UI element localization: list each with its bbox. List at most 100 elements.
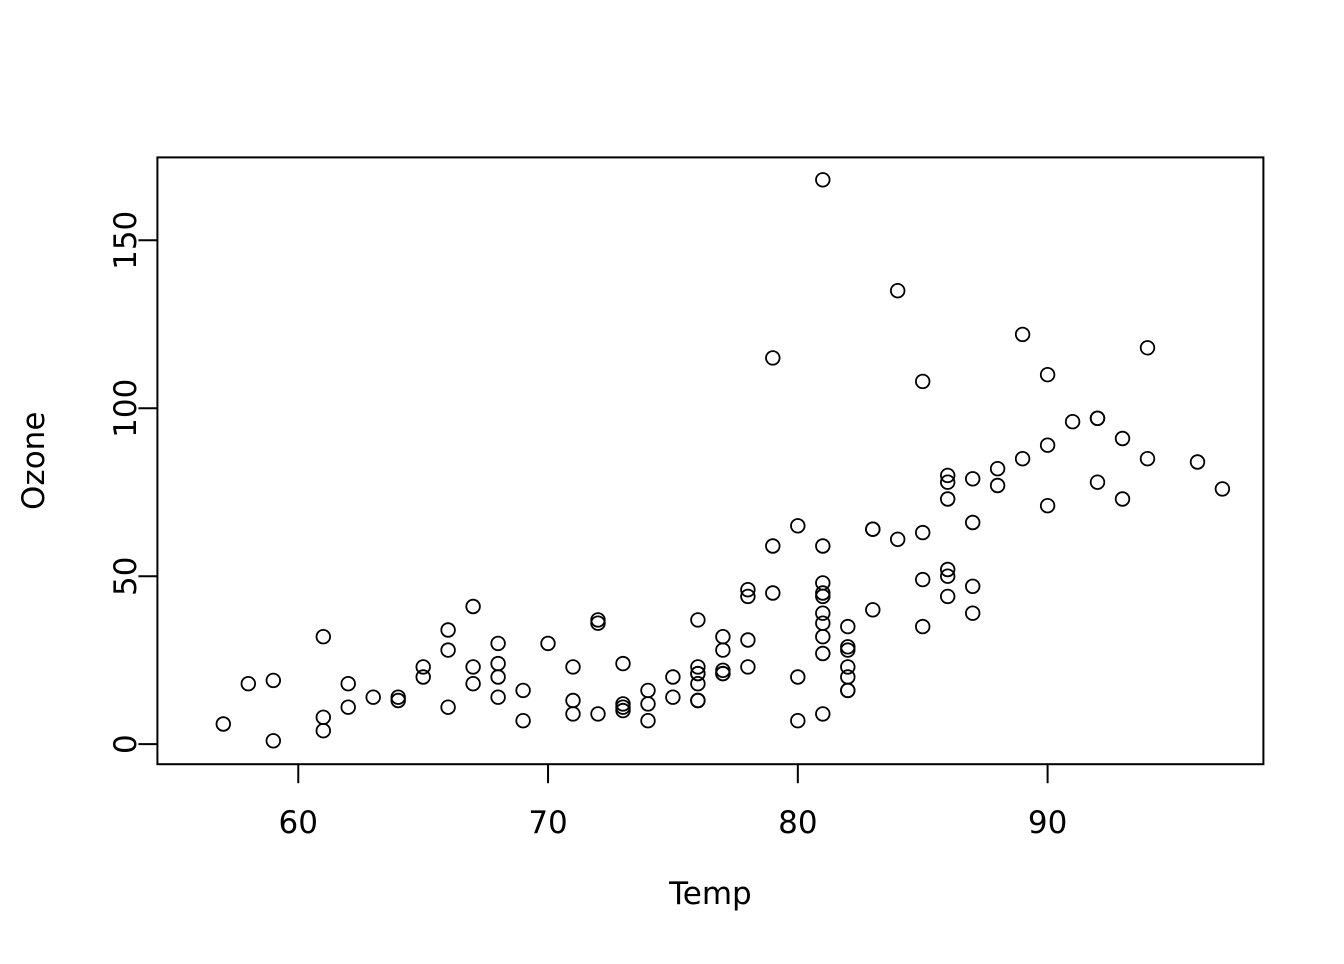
data-point	[615, 699, 631, 715]
data-point	[440, 642, 456, 658]
data-point	[1089, 474, 1106, 490]
data-point	[840, 618, 856, 635]
data-point	[615, 696, 631, 712]
data-point	[740, 582, 756, 598]
data-point	[565, 706, 581, 722]
data-point	[815, 706, 831, 722]
data-point	[565, 659, 581, 675]
data-point	[540, 635, 556, 652]
plot-region-border	[156, 156, 1265, 766]
data-point	[765, 538, 781, 554]
data-point	[315, 629, 332, 645]
data-point	[265, 672, 282, 689]
data-point	[240, 676, 257, 692]
data-point	[989, 477, 1006, 494]
data-point	[1189, 454, 1206, 470]
data-point	[390, 692, 406, 709]
data-point	[815, 605, 831, 621]
data-point	[940, 561, 956, 578]
data-point	[465, 676, 481, 692]
data-point	[965, 605, 981, 621]
data-point	[890, 531, 906, 548]
x-tick-label: 90	[1028, 805, 1067, 841]
data-point	[1114, 430, 1131, 447]
data-point	[590, 612, 606, 628]
data-point	[865, 521, 881, 537]
data-point	[640, 713, 656, 729]
data-point	[715, 629, 731, 645]
data-point	[740, 659, 756, 675]
data-point	[665, 689, 681, 705]
data-point	[815, 172, 831, 188]
data-point	[1139, 340, 1156, 356]
data-point	[790, 669, 806, 685]
data-point	[940, 467, 956, 484]
data-point	[515, 682, 531, 699]
data-point	[790, 518, 806, 534]
data-point	[1014, 326, 1031, 343]
data-point	[865, 602, 881, 618]
data-point	[1039, 437, 1056, 453]
data-point	[465, 598, 481, 615]
data-point	[565, 692, 581, 709]
data-point	[315, 709, 332, 726]
data-point	[815, 629, 831, 645]
data-point	[965, 578, 981, 595]
data-point	[915, 373, 931, 390]
data-point	[890, 283, 906, 299]
data-point	[465, 659, 481, 675]
data-point	[740, 632, 756, 648]
y-tick-label: 0	[108, 734, 144, 754]
data-point	[915, 571, 931, 588]
data-point	[690, 659, 706, 675]
data-point	[315, 723, 332, 739]
data-point	[1214, 481, 1231, 497]
data-point	[840, 639, 856, 655]
data-point	[715, 665, 731, 682]
data-point	[415, 659, 431, 675]
data-point	[215, 716, 232, 732]
x-tick-label: 60	[279, 805, 318, 841]
data-point	[815, 575, 831, 591]
data-point	[1014, 451, 1031, 467]
data-point	[940, 588, 956, 605]
data-point	[415, 669, 431, 685]
data-point	[1064, 414, 1081, 430]
data-point	[915, 524, 931, 541]
data-point	[940, 568, 956, 584]
data-point	[690, 692, 706, 709]
data-point	[340, 699, 356, 715]
data-point	[265, 733, 282, 749]
data-point	[340, 676, 356, 692]
data-point	[640, 696, 656, 712]
y-tick-label: 100	[108, 379, 144, 438]
data-point	[440, 622, 456, 638]
data-point	[965, 471, 981, 487]
data-point	[840, 659, 856, 675]
data-point	[965, 514, 981, 531]
data-point	[840, 669, 856, 685]
y-axis-title: Ozone	[16, 412, 52, 510]
data-point	[690, 676, 706, 692]
x-axis-ticks: 60 70 80 90	[279, 764, 1067, 841]
data-point	[740, 588, 756, 605]
x-tick-label: 80	[778, 805, 817, 841]
data-point	[490, 669, 506, 685]
y-tick-label: 150	[108, 211, 144, 270]
data-point	[665, 669, 681, 685]
data-point	[840, 642, 856, 658]
data-point	[490, 689, 506, 705]
data-point	[815, 615, 831, 631]
data-point	[1114, 491, 1131, 507]
data-point	[1089, 410, 1106, 427]
data-point	[940, 474, 956, 490]
data-point	[490, 635, 506, 652]
data-point	[615, 702, 631, 719]
y-axis-ticks: 0 50 100 150	[108, 211, 158, 754]
data-point	[640, 682, 656, 699]
data-point	[765, 585, 781, 601]
data-point	[989, 461, 1006, 477]
data-point	[915, 618, 931, 635]
data-point	[940, 491, 956, 507]
